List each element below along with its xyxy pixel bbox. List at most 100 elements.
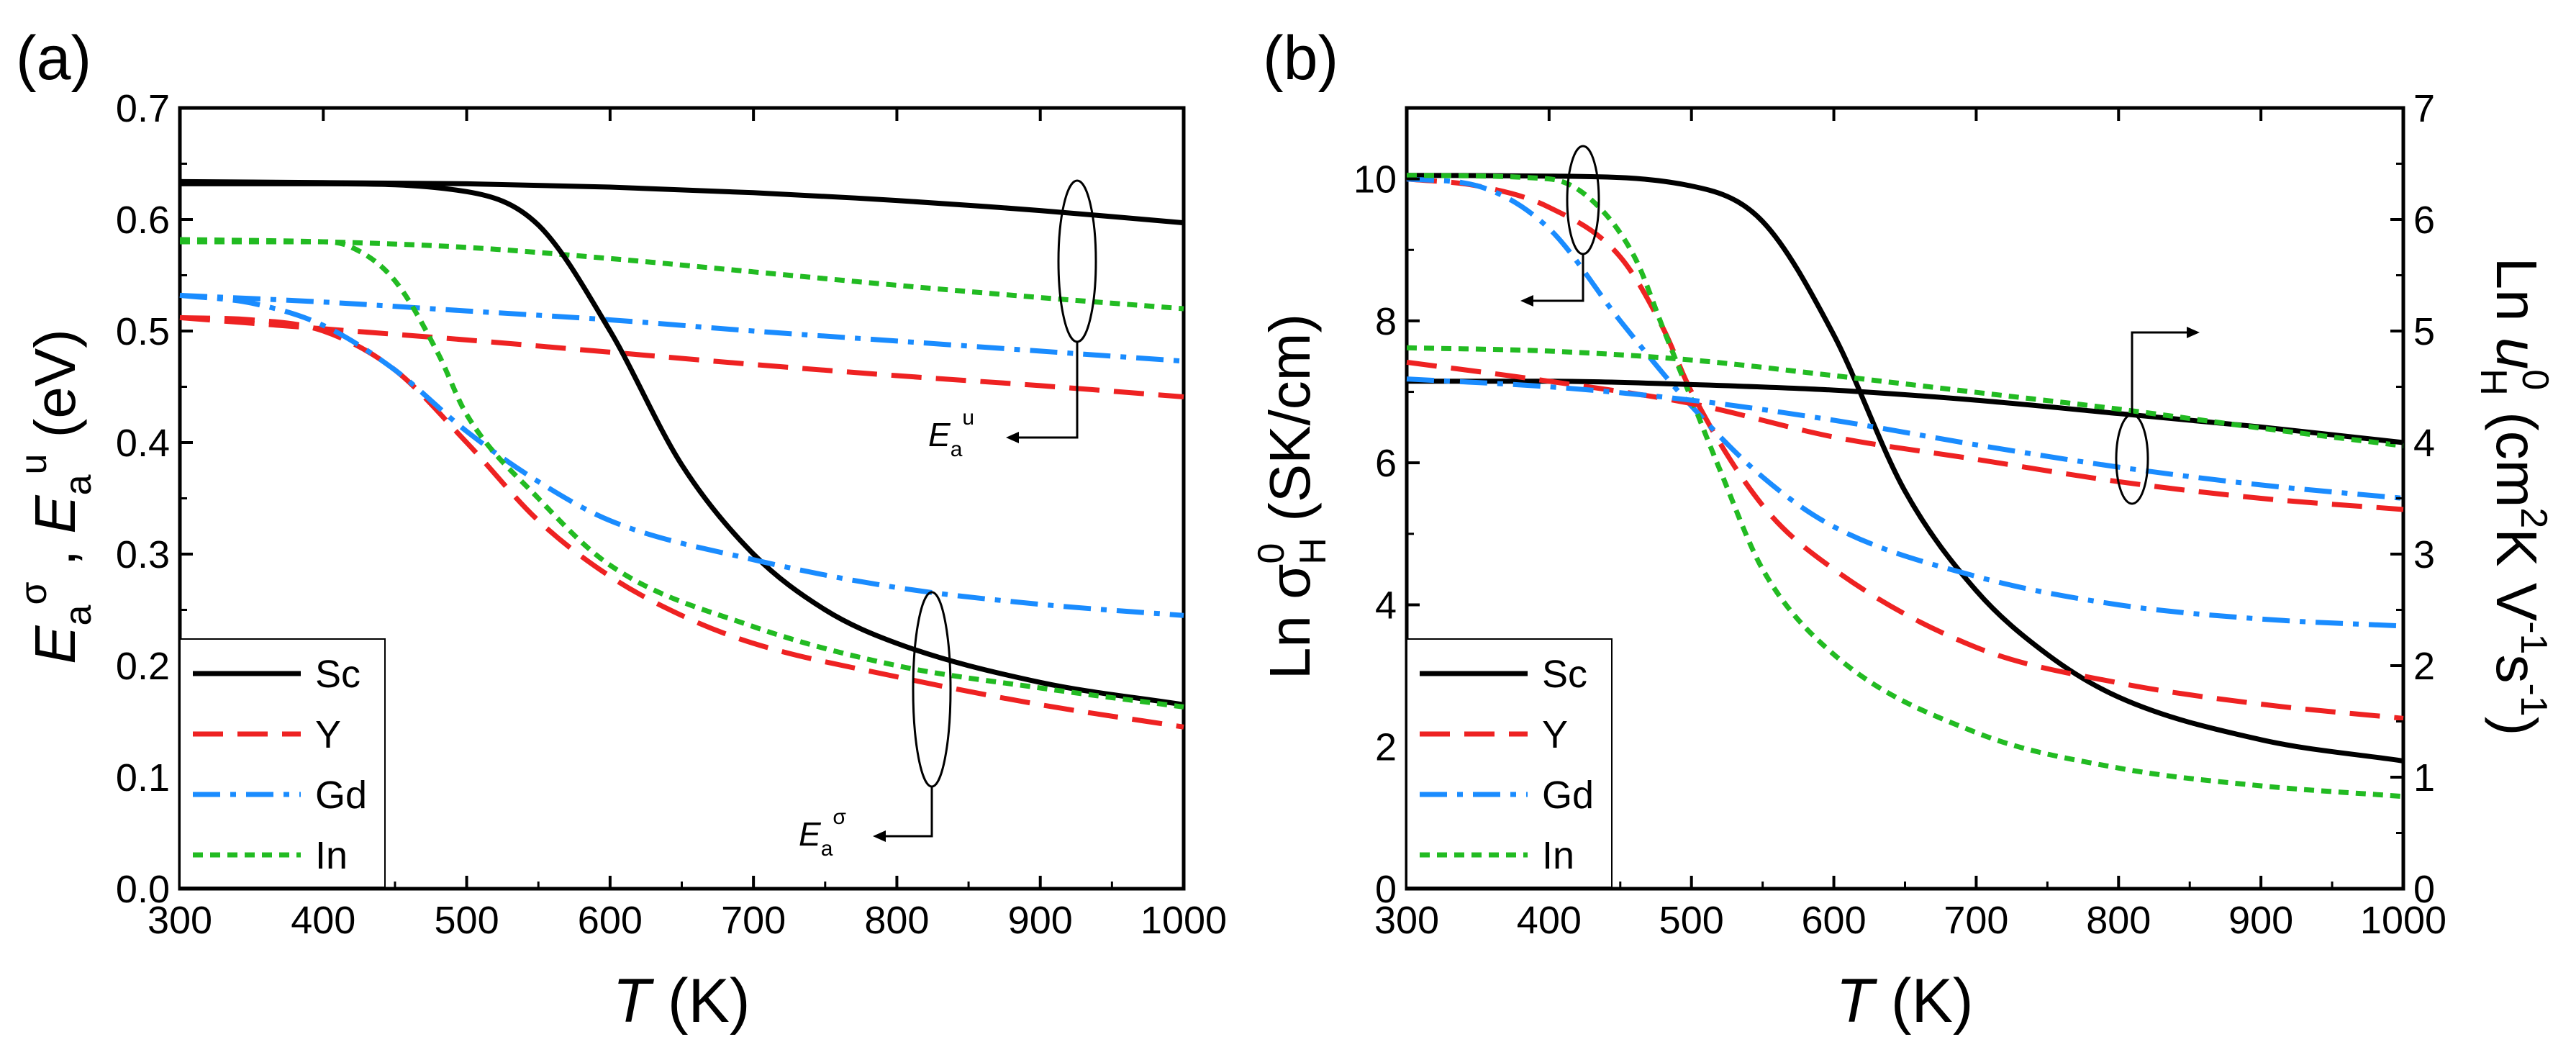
annotation-ea-sigma-e: E [799, 815, 822, 853]
annotation-sigma-arrowhead [1520, 295, 1533, 307]
ylabel-b-right-unit-a: (cm [2485, 396, 2549, 508]
panel-b-x-tick-label: 1000 [2360, 899, 2446, 942]
annotation-ea-u: Eau [928, 179, 1097, 461]
panel-b-legend-label-gd: Gd [1542, 774, 1594, 817]
annotation-ea-u-leader [1015, 342, 1079, 439]
panel-a-y-axis: 0.0 0.1 0.2 0.3 0.4 0.5 0.6 0.7 [116, 87, 193, 911]
panel-b-x-axis: 300 400 500 600 700 8 0 0 900 1000 [1374, 108, 2446, 942]
ylabel-b-left-unit: (SK/cm) [1258, 314, 1322, 538]
ylabel-a-sub2: a [58, 474, 99, 495]
xlabel-b-unit: (K) [1874, 966, 1974, 1036]
annotation-mobility-right-axis [2115, 327, 2200, 505]
panel-b-right-y-axis: 0 1 2 3 4 5 6 7 [2390, 87, 2435, 911]
panel-b-right-y-tick-label: 5 [2413, 310, 2435, 353]
panel-a-legend-label-in: In [315, 834, 348, 877]
panel-b-x-tick-label: 300 [1374, 899, 1439, 942]
annotation-ea-u-sup: u [962, 406, 974, 430]
panel-b-legend-label-y: Y [1542, 713, 1568, 756]
ylabel-b-left-sub: H [1292, 538, 1334, 565]
ylabel-b-right-sub: H [2472, 368, 2514, 396]
annotation-sigma-left-axis [1520, 145, 1600, 307]
ylabel-a-sup1: σ [13, 581, 55, 604]
ylabel-b-right-two: 2 [2513, 507, 2554, 528]
ylabel-b-left-ln: Ln σ [1258, 563, 1322, 679]
ylabel-a-sup2: u [13, 454, 55, 475]
annotation-ea-sigma-sup: σ [833, 805, 846, 829]
panel-a-x-tick-label: 1000 [1140, 899, 1227, 942]
ylabel-b-right-m1a: -1 [2513, 621, 2554, 654]
panel-a-legend-label-gd: Gd [315, 774, 367, 817]
annotation-ea-sigma-text: Eaσ [799, 805, 846, 861]
panel-b-legend-label-sc: Sc [1542, 653, 1587, 696]
panel-b-series-gd-6 [1406, 376, 2404, 501]
ylabel-b-right-unit-d: ) [2485, 717, 2549, 736]
panel-b-right-y-tick-label: 4 [2413, 422, 2435, 465]
panel-a-legend-label-y: Y [315, 713, 341, 756]
annotation-ea-u-text: Eau [928, 406, 974, 461]
panel-a-x-tick-label: 300 [148, 899, 212, 942]
annotation-ea-u-arrowhead [1006, 432, 1019, 443]
annotation-sigma-leader [1529, 254, 1584, 302]
annotation-ea-sigma-leader [881, 787, 933, 838]
panel-a-series-gd-2 [179, 292, 1184, 364]
ylabel-b-right-ln: Ln [2485, 258, 2549, 337]
panel-a-x-tick-label: 400 [291, 899, 355, 942]
panel-b-left-y-tick-label: 6 [1375, 442, 1397, 485]
panel-b-x-tick-label: 600 [1802, 899, 1867, 942]
panel-b-right-y-tick-label: 0 [2413, 868, 2435, 911]
panel-a-series-y-5 [179, 314, 1184, 730]
panel-a-x-tick-label: 700 [721, 899, 786, 942]
panel-b-left-y-tick-label: 0 [1375, 868, 1397, 911]
panel-b-right-y-tick-label: 6 [2413, 199, 2435, 242]
panel-b-left-y-axis-label: Ln σ0H (SK/cm) [1251, 314, 1334, 679]
panel-a-legend: Sc Y Gd In [179, 638, 386, 888]
panel-b-legend-box [1406, 638, 1613, 888]
panel-b-series-sc-0 [1406, 173, 2404, 764]
panel-b-series-in-3 [1406, 173, 2404, 799]
panel-a-x-tick-label: 600 [578, 899, 643, 942]
panel-b-right-y-tick-label: 2 [2413, 645, 2435, 688]
ylabel-b-left-sup: 0 [1251, 543, 1292, 564]
panel-a-y-tick-label: 0.4 [116, 422, 170, 465]
panel-a-y-tick-label: 0.7 [116, 87, 170, 130]
annotation-ea-sigma-arrowhead [873, 830, 886, 842]
panel-a-series-gd-6 [179, 292, 1184, 618]
annotation-mobility-arrowhead [2187, 327, 2200, 338]
annotation-ea-u-sub: a [951, 438, 963, 461]
panel-a-y-axis-label: Eaσ , Eau (eV) [13, 329, 99, 664]
xlabel-b-var: T [1836, 966, 1877, 1036]
xlabel-a-unit: (K) [650, 966, 750, 1036]
panel-b-label: (b) [1263, 24, 1338, 93]
panel-a-curves [179, 178, 1184, 730]
panel-b-x-tick-label: 500 [1659, 899, 1724, 942]
annotation-ea-u-e: E [928, 416, 951, 453]
panel-a-label: (a) [16, 24, 91, 93]
panel-b-left-y-tick-label: 8 [1375, 300, 1397, 343]
ylabel-b-right-m1b: -1 [2513, 683, 2554, 716]
panel-a-y-tick-label: 0.5 [116, 310, 170, 353]
ylabel-a-sub1: a [58, 604, 99, 625]
xlabel-a-var: T [612, 966, 654, 1036]
panel-b-x-axis-label: T (K) [1836, 966, 1973, 1036]
ylabel-a-comma: , [23, 534, 87, 582]
panel-b-series-y-5 [1406, 359, 2404, 512]
panel-a-x-tick-label: 500 [435, 899, 499, 942]
panel-b-x-tick-label: 900 [2228, 899, 2293, 942]
panel-b-left-y-tick-label: 10 [1353, 158, 1397, 201]
panel-a-legend-box [179, 638, 386, 888]
panel-a-series-sc-4 [179, 181, 1184, 707]
panel-b-right-y-tick-label: 3 [2413, 533, 2435, 576]
panel-b-x-tick-label: 700 [1944, 899, 2008, 942]
panel-a-x-tick-label: 800 [864, 899, 929, 942]
panel-b-right-y-tick-label: 7 [2413, 87, 2435, 130]
annotation-ea-sigma: Eaσ [799, 591, 952, 861]
panel-b-series-y-1 [1406, 176, 2404, 721]
annotation-ea-sigma-sub: a [821, 837, 833, 861]
panel-a-y-tick-label: 0.3 [116, 533, 170, 576]
panel-b-x-tick-label: 400 [1517, 899, 1582, 942]
panel-a-x-tick-label: 900 [1008, 899, 1073, 942]
ylabel-b-right-u: u [2485, 337, 2549, 370]
panel-a-y-tick-label: 0.2 [116, 645, 170, 688]
